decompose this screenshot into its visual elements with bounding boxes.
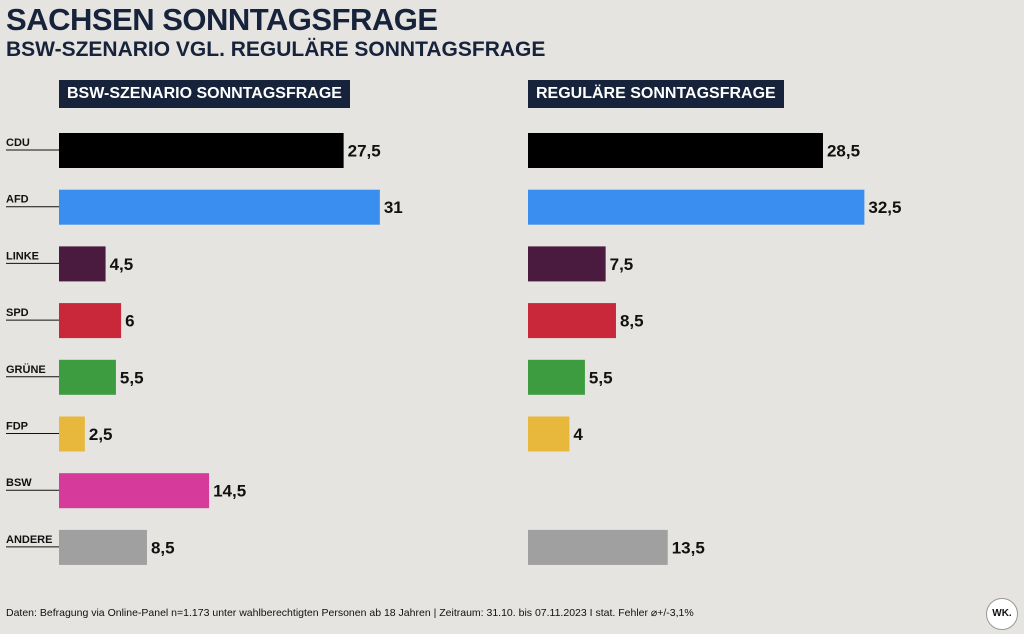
category-label-linke: LINKE [6,250,39,262]
bar-regulaer-afd [528,189,865,225]
bar-bsw-szenario-andere [59,529,147,565]
category-label-cdu: CDU [6,137,30,149]
value-label-regulaer-linke: 7,5 [610,255,634,274]
right-panel-title: REGULÄRE SONNTAGSFRAGE [528,80,784,108]
category-label-spd: SPD [6,307,29,319]
value-label-bsw-szenario-grüne: 5,5 [120,368,144,387]
bar-regulaer-fdp [528,416,570,452]
value-label-regulaer-andere: 13,5 [672,538,705,557]
bar-regulaer-andere [528,529,668,565]
value-label-regulaer-spd: 8,5 [620,312,644,331]
bar-charts: CDU 27,5 AFD 31 LINKE 4,5 SPD 6 GRÜNE 5,5 FDP 2,5 BS… [6,133,901,565]
left-panel-title: BSW-SZENARIO SONNTAGSFRAGE [59,80,350,108]
bar-regulaer-grüne [528,359,585,395]
bar-regulaer-linke [528,246,606,282]
category-label-bsw: BSW [6,477,32,489]
value-label-bsw-szenario-linke: 4,5 [110,255,134,274]
value-label-regulaer-grüne: 5,5 [589,368,613,387]
bar-bsw-szenario-bsw [59,473,210,509]
category-label-andere: ANDERE [6,534,52,546]
chart-subtitle: BSW-SZENARIO VGL. REGULÄRE SONNTAGSFRAGE [6,38,546,61]
wk-logo: WK. [986,598,1018,630]
value-label-bsw-szenario-spd: 6 [125,312,134,331]
bar-bsw-szenario-cdu [59,133,344,168]
value-label-bsw-szenario-afd: 31 [384,198,403,217]
footer-source: Daten: Befragung via Online-Panel n=1.17… [6,607,694,619]
bar-bsw-szenario-fdp [59,416,85,452]
bar-regulaer-cdu [528,133,823,168]
value-label-bsw-szenario-fdp: 2,5 [89,425,113,444]
chart-title: SACHSEN SONNTAGSFRAGE [6,2,438,37]
bar-bsw-szenario-linke [59,246,106,282]
value-label-regulaer-afd: 32,5 [868,198,901,217]
value-label-regulaer-fdp: 4 [573,425,583,444]
category-label-grüne: GRÜNE [6,363,46,376]
category-label-fdp: FDP [6,421,28,433]
category-label-afd: AFD [6,194,29,206]
value-label-regulaer-cdu: 28,5 [827,142,860,161]
bar-regulaer-spd [528,303,616,339]
value-label-bsw-szenario-cdu: 27,5 [348,142,381,161]
bar-bsw-szenario-afd [59,189,380,225]
value-label-bsw-szenario-andere: 8,5 [151,538,175,557]
bar-bsw-szenario-spd [59,303,122,339]
value-label-bsw-szenario-bsw: 14,5 [213,482,246,501]
bar-bsw-szenario-grüne [59,359,116,395]
